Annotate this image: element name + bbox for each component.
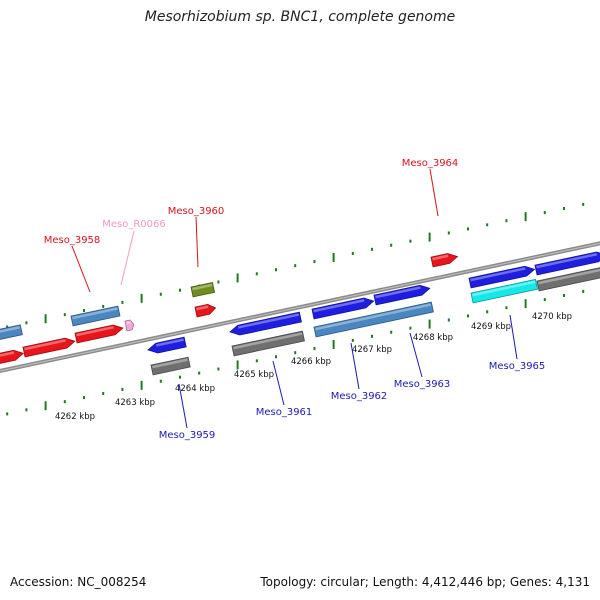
genome-summary: Topology: circular; Length: 4,412,446 bp… — [260, 575, 590, 589]
gene-label: Meso_3960 — [168, 206, 225, 217]
gene-arrow-red — [22, 337, 76, 358]
gene-arrow-red-body — [22, 337, 76, 358]
scale-label: 4270 kbp — [532, 312, 572, 322]
gene-box-cyan-highlight — [472, 280, 536, 297]
gene-arrow-blue — [373, 284, 431, 306]
scale-label: 4265 kbp — [234, 370, 274, 380]
scale-label: 4266 kbp — [291, 357, 331, 367]
accession-label: Accession: NC_008254 — [10, 575, 147, 589]
gene-arrow-red-body — [0, 349, 25, 366]
gene-label-leader — [509, 314, 518, 360]
gene-box-steel — [0, 324, 23, 342]
gene-label-leader — [71, 245, 91, 293]
gene-arrow-blue-body — [534, 251, 600, 276]
gene-box-gray — [231, 330, 305, 357]
gene-label-leader — [429, 168, 439, 217]
gene-box-steel-highlight — [0, 326, 21, 335]
gene-box-gray-highlight — [152, 358, 188, 369]
scale-label: 4267 kbp — [352, 345, 392, 355]
gene-arrow-blue-body — [468, 265, 536, 289]
gene-arrow-red — [74, 324, 124, 344]
gene-arrow-red-highlight — [432, 254, 449, 261]
gene-label: Meso_3964 — [402, 158, 459, 169]
gene-label-leader — [178, 383, 188, 429]
scale-label: 4268 kbp — [413, 333, 453, 343]
gene-arrow-pink — [124, 319, 135, 332]
gene-label-leader — [409, 332, 423, 378]
gene-arrow-red-highlight — [0, 351, 15, 359]
gene-arrow-blue — [468, 265, 536, 289]
gene-arrow-red-body — [74, 324, 124, 344]
gene-arrow-blue-highlight — [155, 338, 184, 347]
gene-box-steel — [70, 305, 121, 327]
gene-box-gray — [536, 266, 600, 292]
gene-arrow-red — [430, 253, 459, 268]
gene-box-olive — [190, 282, 216, 298]
gene-arrow-red — [194, 303, 217, 318]
gene-box-gray-highlight — [233, 332, 303, 350]
page-title: Mesorhizobium sp. BNC1, complete genome — [144, 9, 456, 25]
gene-arrow-red — [0, 349, 25, 366]
gene-arrow-blue — [534, 251, 600, 276]
scale-label: 4264 kbp — [175, 384, 215, 394]
scale-label: 4263 kbp — [115, 398, 155, 408]
gene-label: Meso_3962 — [331, 391, 388, 402]
gene-arrow-blue-highlight — [237, 313, 300, 329]
gene-label-leader — [272, 360, 285, 406]
gene-arrow-pink-highlight — [126, 321, 131, 325]
gene-box-gray — [150, 356, 191, 376]
gene-label: Meso_3961 — [256, 407, 313, 418]
scale-label: 4269 kbp — [471, 322, 511, 332]
gene-box-steel-highlight — [72, 307, 118, 320]
scale-label: 4262 kbp — [55, 412, 95, 422]
gene-label: Meso_3963 — [394, 379, 451, 390]
gene-box-gray-highlight — [538, 267, 600, 285]
gene-arrow-red-highlight — [76, 325, 114, 337]
gene-label-leader — [350, 342, 360, 390]
gene-arrow-blue-body — [373, 284, 431, 306]
gene-label: Meso_3958 — [44, 235, 101, 246]
gene-arrow-blue — [147, 336, 187, 354]
gene-arrow-blue-highlight — [470, 267, 526, 282]
gene-arrow-red-highlight — [24, 339, 66, 351]
gene-arrow-blue — [311, 297, 375, 320]
gene-arrow-blue-highlight — [375, 286, 421, 299]
gene-arrow-blue-body — [311, 297, 375, 320]
gene-label: Meso_R0066 — [102, 219, 166, 230]
gene-box-steel-highlight — [315, 303, 432, 331]
gene-arrow-red-highlight — [196, 305, 209, 311]
gene-box-olive-highlight — [192, 283, 213, 291]
gene-label-leader — [120, 230, 135, 286]
gene-arrow-blue — [229, 311, 302, 336]
gene-label-leader — [195, 216, 199, 268]
gene-arrow-blue-highlight — [313, 299, 365, 313]
gene-box-cyan — [470, 278, 539, 304]
gene-label: Meso_3965 — [489, 361, 546, 372]
gene-box-steel — [313, 301, 434, 338]
backbone-line-highlight — [0, 242, 600, 372]
gene-label: Meso_3959 — [159, 430, 216, 441]
gene-arrow-blue-highlight — [536, 252, 598, 269]
